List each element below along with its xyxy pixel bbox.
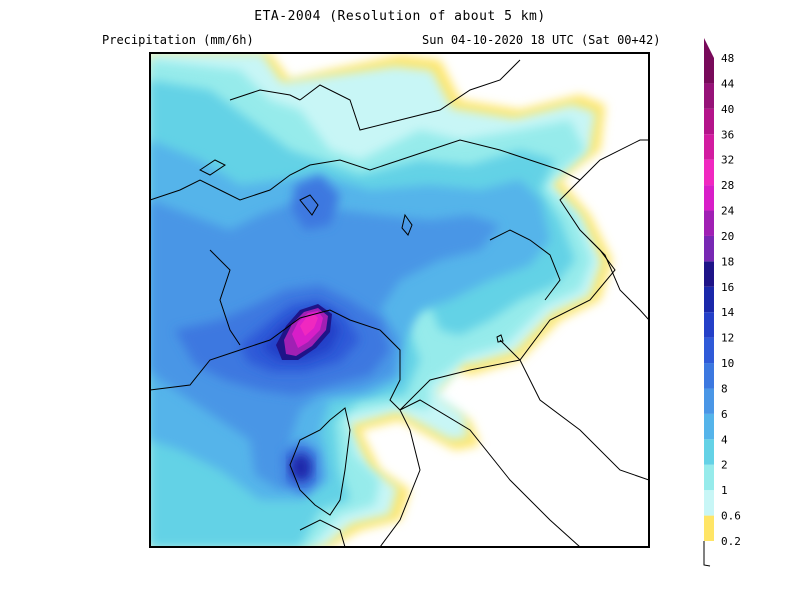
legend-level-label: 6 xyxy=(721,408,728,421)
legend-level-label: 0.6 xyxy=(721,510,741,523)
legend-level-label: 2 xyxy=(721,459,728,472)
legend-swatch xyxy=(704,83,714,109)
legend-swatch xyxy=(704,185,714,211)
variable-label: Precipitation (mm/6h) xyxy=(102,33,254,47)
legend-swatch xyxy=(704,413,714,440)
legend-level-label: 32 xyxy=(721,154,734,167)
legend-swatch xyxy=(704,464,714,491)
legend-level-label: 1 xyxy=(721,484,728,497)
legend-level-label: 36 xyxy=(721,128,734,141)
legend-level-label: 4 xyxy=(721,433,728,446)
legend-swatch xyxy=(704,159,714,186)
legend-swatch xyxy=(704,108,714,135)
legend-level-label: 16 xyxy=(721,281,734,294)
legend-swatch xyxy=(704,490,714,516)
legend-swatch xyxy=(704,235,714,262)
legend-level-label: 24 xyxy=(721,205,735,218)
legend-top-arrow xyxy=(704,38,714,58)
legend-swatch xyxy=(704,134,714,160)
legend-level-label: 44 xyxy=(721,77,735,90)
legend-swatch xyxy=(704,388,714,414)
map-title: ETA-2004 (Resolution of about 5 km) xyxy=(254,9,546,24)
legend-level-label: 18 xyxy=(721,255,734,268)
legend-swatch xyxy=(704,439,714,465)
precip-band-14-corsica xyxy=(290,452,312,482)
legend-swatch xyxy=(704,363,714,389)
legend-level-label: 48 xyxy=(721,52,734,65)
legend-level-label: 0.2 xyxy=(721,535,741,548)
legend-swatch xyxy=(704,286,714,313)
legend-swatch xyxy=(704,58,714,84)
precip-band-28 xyxy=(300,314,318,336)
legend-level-label: 28 xyxy=(721,179,734,192)
coastlines xyxy=(150,59,649,547)
legend-swatch xyxy=(704,312,714,338)
legend-swatch xyxy=(704,515,714,541)
legend-bottom-arrow xyxy=(703,541,711,567)
legend-level-label: 12 xyxy=(721,332,734,345)
map-frame xyxy=(149,52,650,548)
legend-level-label: 8 xyxy=(721,382,728,395)
legend-level-label: 14 xyxy=(721,306,735,319)
legend-level-label: 20 xyxy=(721,230,734,243)
legend-level-label: 40 xyxy=(721,103,734,116)
valid-time-label: Sun 04-10-2020 18 UTC (Sat 00+42) xyxy=(422,33,661,47)
legend-swatch xyxy=(704,210,714,236)
legend-swatch xyxy=(704,337,714,364)
legend-level-label: 10 xyxy=(721,357,734,370)
legend-swatch xyxy=(704,261,714,287)
